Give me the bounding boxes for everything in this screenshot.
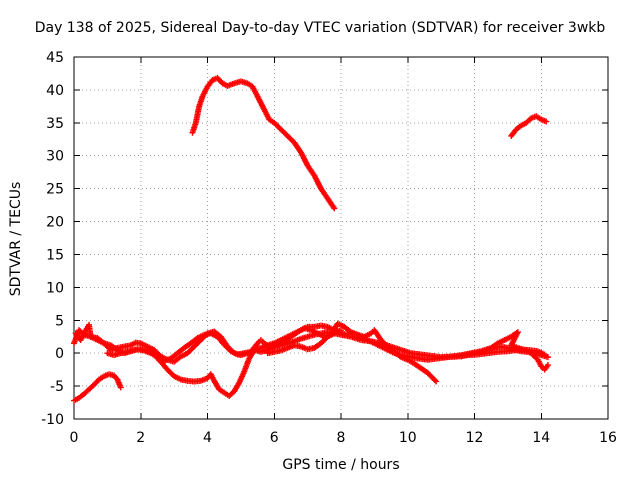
- x-tick-label: 8: [337, 430, 346, 446]
- y-tick-label: 10: [46, 280, 64, 296]
- y-tick-label: 30: [46, 149, 64, 165]
- series-arc-high-a: [189, 75, 338, 212]
- y-tick-label: 25: [46, 182, 64, 198]
- data-point: [543, 118, 550, 125]
- data-point: [338, 327, 344, 334]
- chart-title: Day 138 of 2025, Sidereal Day-to-day VTE…: [34, 20, 606, 36]
- x-tick-label: 10: [399, 430, 417, 446]
- y-tick-label: 20: [46, 215, 64, 231]
- series-arc-low-4: [71, 371, 124, 404]
- x-tick-label: 12: [466, 430, 484, 446]
- data-point: [331, 205, 338, 212]
- y-tick-label: 0: [55, 346, 64, 362]
- x-tick-label: 0: [70, 430, 79, 446]
- data-point: [544, 362, 551, 369]
- y-tick-label: 15: [46, 247, 64, 263]
- data-point: [544, 354, 551, 361]
- series-arc-low-5: [264, 327, 344, 357]
- x-tick-label: 2: [136, 430, 145, 446]
- y-tick-label: 5: [55, 313, 64, 329]
- y-tick-label: -5: [50, 379, 64, 395]
- x-tick-label: 16: [599, 430, 617, 446]
- data-point: [431, 377, 438, 384]
- x-tick-label: 4: [203, 430, 212, 446]
- y-tick-label: 35: [46, 116, 64, 132]
- y-tick-label: -10: [41, 412, 64, 428]
- tick-labels: 0 2 4 6 8 10 12 14 16 -10 -5 0 5 10 15 20 25 30 35 40 45: [41, 50, 617, 446]
- y-tick-label: 45: [46, 50, 64, 66]
- series-arc-low-6: [458, 343, 551, 361]
- x-tick-label: 14: [532, 430, 550, 446]
- x-axis-label: GPS time / hours: [282, 457, 400, 473]
- data-point: [117, 384, 124, 391]
- x-tick-label: 6: [270, 430, 279, 446]
- grid: [74, 57, 608, 419]
- y-tick-label: 40: [46, 83, 64, 99]
- axes: [73, 56, 609, 420]
- series-arc-high-b: [508, 113, 550, 139]
- data-point: [433, 378, 440, 385]
- data-points: [71, 75, 551, 404]
- y-axis-label: SDTVAR / TECUs: [8, 181, 24, 297]
